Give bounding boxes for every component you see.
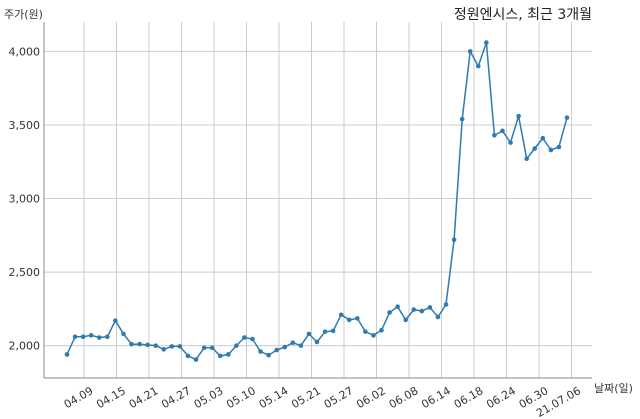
- y-axis-label: 주가(원): [4, 8, 43, 21]
- data-point: [500, 128, 505, 134]
- data-point: [185, 353, 191, 359]
- x-tick-label: 05.03: [192, 384, 226, 411]
- data-point: [403, 317, 409, 323]
- data-point: [427, 305, 433, 310]
- data-point: [508, 140, 513, 145]
- data-point: [548, 147, 554, 153]
- data-point: [137, 341, 142, 347]
- data-point: [338, 312, 344, 318]
- series-line: [66, 42, 568, 361]
- x-tick-label: 06.18: [452, 384, 486, 411]
- data-point: [250, 336, 255, 342]
- data-point: [314, 339, 320, 345]
- y-tick-label: 2,500: [9, 266, 41, 279]
- data-point: [556, 144, 562, 150]
- data-point: [492, 132, 497, 138]
- data-point: [540, 135, 546, 141]
- data-point: [346, 317, 352, 323]
- y-tick-label: 3,000: [9, 193, 41, 206]
- data-point: [322, 329, 328, 334]
- data-point: [387, 310, 392, 315]
- data-point: [193, 357, 199, 362]
- x-tick-label: 05.10: [224, 384, 258, 411]
- data-point: [169, 344, 175, 349]
- x-tick-label: 05.27: [322, 384, 356, 411]
- data-point: [64, 352, 70, 357]
- data-point: [419, 308, 425, 314]
- data-point: [451, 237, 457, 243]
- x-tick-label: 05.21: [289, 384, 323, 411]
- data-point: [443, 302, 449, 307]
- x-tick-label: 06.02: [354, 384, 388, 411]
- data-point: [145, 342, 150, 348]
- data-point: [290, 340, 296, 345]
- x-tick-label: 04.15: [94, 384, 128, 411]
- data-point: [306, 331, 312, 337]
- data-point: [113, 318, 118, 323]
- data-point: [459, 116, 465, 122]
- data-point: [266, 352, 271, 358]
- data-point: [177, 344, 183, 349]
- data-point: [88, 333, 94, 338]
- data-point: [234, 343, 239, 348]
- y-tick-label: 3,500: [9, 119, 41, 132]
- x-tick-label: 04.21: [127, 384, 161, 411]
- data-point: [282, 344, 288, 350]
- data-point: [516, 113, 521, 119]
- data-point: [330, 328, 336, 334]
- data-point: [129, 341, 134, 347]
- data-point: [371, 333, 376, 338]
- data-point: [153, 343, 159, 348]
- data-point: [475, 63, 481, 69]
- data-point: [161, 347, 167, 352]
- data-point: [72, 334, 78, 340]
- data-point: [524, 156, 529, 162]
- data-point: [242, 335, 247, 340]
- data-point: [121, 331, 126, 337]
- data-point: [395, 304, 400, 309]
- y-tick-label: 4,000: [9, 45, 41, 58]
- data-point: [217, 353, 223, 359]
- x-tick-label: 05.14: [257, 384, 291, 411]
- chart-title: 정원엔시스, 최근 3개월: [453, 7, 592, 23]
- data-point: [225, 352, 231, 357]
- data-point: [564, 115, 570, 120]
- x-axis-label: 날짜(일): [594, 382, 633, 395]
- data-point: [435, 314, 441, 320]
- data-point: [532, 146, 538, 151]
- data-point: [363, 329, 368, 334]
- x-tick-label: 06.14: [419, 384, 453, 411]
- y-tick-label: 2,000: [9, 340, 41, 353]
- data-point: [96, 335, 102, 340]
- x-tick-label: 06.08: [387, 384, 421, 411]
- data-point: [258, 349, 263, 354]
- data-point: [484, 40, 489, 45]
- data-point: [411, 307, 417, 312]
- data-point: [201, 345, 207, 351]
- data-point: [467, 49, 473, 54]
- x-tick-label: 06.24: [484, 384, 518, 411]
- data-point: [105, 334, 110, 340]
- data-point: [298, 343, 304, 348]
- data-point: [274, 347, 279, 353]
- x-tick-label: 04.09: [62, 384, 96, 411]
- x-tick-label: 04.27: [159, 384, 193, 411]
- data-point: [209, 345, 215, 351]
- data-point: [80, 334, 86, 340]
- data-point: [355, 316, 360, 321]
- data-point: [379, 327, 384, 333]
